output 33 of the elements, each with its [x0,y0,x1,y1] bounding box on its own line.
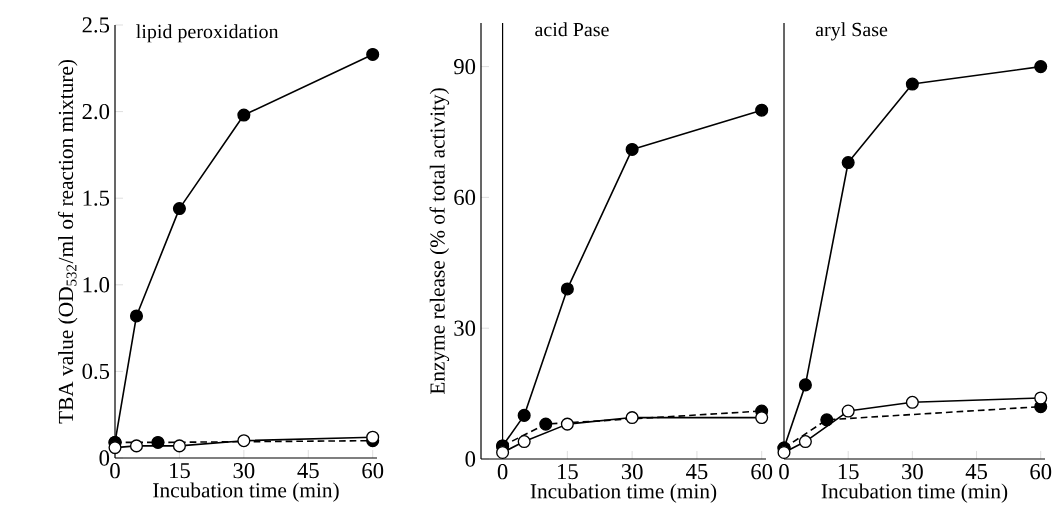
x-tick-label: 30 [233,463,255,479]
y-tick-label: 30 [454,320,476,336]
x-tick-label: 0 [779,464,789,480]
x-tick-label: 60 [1030,464,1052,480]
x-tick-label: 15 [558,464,578,480]
y-tick-label: 0 [465,451,476,467]
x-tick-label: 15 [170,463,190,479]
x-axis-title: Incubation time (min) [530,483,717,503]
x-tick-label: 45 [686,464,708,480]
x-tick-label: 30 [621,464,643,480]
y-axis-title: TBA value (OD$_{532}$/ml of reaction mixture) [57,59,78,424]
y-tick-label: 0 [99,450,110,466]
chart-title: acid Pase [535,22,609,37]
x-tick-label: 45 [297,463,319,479]
x-tick-label: 15 [838,464,859,480]
x-axis-title: Incubation time (min) [821,483,1008,503]
y-tick-label: 60 [454,189,476,206]
y-tick-label: 0.5 [82,363,110,380]
y-tick-label: 2.5 [82,17,110,33]
x-tick-label: 45 [965,464,987,480]
y-tick-label: 1.0 [83,277,110,293]
y-tick-label: 2.0 [82,103,110,120]
y-axis-title: Enzyme release (% of total activity) [429,88,450,395]
x-tick-label: 60 [362,463,384,479]
x-tick-label: 0 [497,464,508,480]
y-tick-label: 1.5 [83,190,110,206]
x-tick-label: 0 [110,463,120,479]
chart-title: aryl Sase [815,22,888,41]
chart-title: lipid peroxidation [136,24,279,43]
x-tick-label: 60 [751,464,773,480]
x-axis-title: Incubation time (min) [153,482,339,502]
x-tick-label: 30 [902,464,923,480]
y-tick-label: 90 [454,58,476,75]
